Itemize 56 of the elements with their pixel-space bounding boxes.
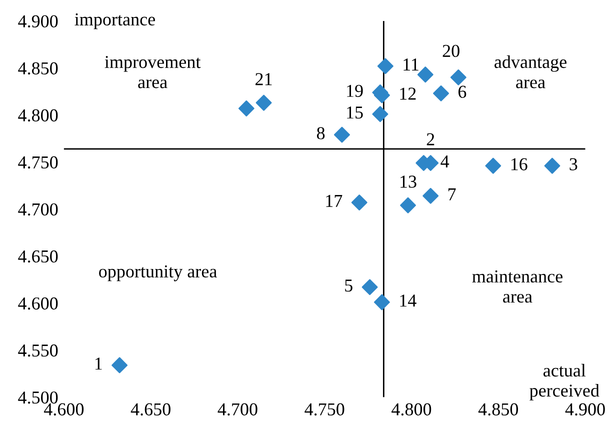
y-tick-label: 4.800	[18, 109, 58, 122]
annotation: 5	[345, 280, 352, 292]
point	[238, 100, 254, 116]
y-tick-label: 4.550	[18, 344, 58, 357]
y-tick-label: 4.750	[18, 156, 58, 169]
point	[485, 158, 502, 174]
point	[400, 197, 416, 214]
annotation: 16	[511, 158, 528, 170]
y-tick-label: 4.900	[18, 15, 58, 28]
annotation: advantage area	[494, 55, 566, 88]
annotation: 4	[440, 155, 450, 168]
x-tick-label: 4.650	[130, 403, 170, 416]
annotation: 1	[95, 358, 102, 370]
annotation: 19	[347, 84, 363, 97]
annotation: 6	[458, 86, 466, 98]
point	[417, 66, 434, 83]
y-tick-label: 4.500	[18, 391, 58, 404]
annotation: 12	[400, 88, 416, 100]
point	[544, 158, 560, 174]
annotation: 15	[347, 106, 363, 119]
y-tick-label: 4.850	[18, 62, 58, 75]
point	[450, 69, 466, 86]
x-tick-label: 4.600	[44, 403, 84, 416]
annotation: 17	[326, 194, 342, 207]
x-tick-label: 4.850	[478, 403, 518, 416]
y-tick-label: 4.650	[18, 250, 58, 263]
x-tick-label: 4.800	[392, 403, 432, 416]
point	[362, 279, 378, 296]
point	[433, 85, 449, 102]
annotation: 2	[426, 133, 434, 146]
annotation: opportunity area	[99, 265, 217, 282]
annotation: 11	[404, 58, 418, 70]
point	[374, 294, 390, 310]
annotation: maintenance area	[472, 270, 562, 303]
annotation: 7	[448, 188, 456, 200]
annotation: 3	[570, 158, 578, 170]
point	[256, 94, 272, 111]
annotation: 14	[400, 294, 416, 307]
point	[372, 106, 388, 122]
annotation: 13	[400, 176, 416, 188]
y-tick-label: 4.600	[18, 297, 58, 310]
annotation: 20	[442, 44, 460, 58]
point	[112, 357, 128, 374]
point	[334, 126, 350, 143]
annotation: 8	[316, 127, 325, 140]
annotation: improvement area	[104, 56, 201, 88]
y-axis-title: importance	[74, 13, 155, 30]
annotation: 21	[256, 73, 272, 86]
point	[377, 58, 394, 74]
y-tick-label: 4.700	[18, 203, 58, 216]
x-tick-label: 4.750	[304, 403, 344, 416]
x-axis-title: actual perceived	[530, 364, 600, 400]
point	[422, 188, 439, 204]
x-tick-label: 4.900	[565, 403, 605, 416]
x-tick-label: 4.700	[218, 403, 258, 416]
point	[351, 194, 368, 210]
